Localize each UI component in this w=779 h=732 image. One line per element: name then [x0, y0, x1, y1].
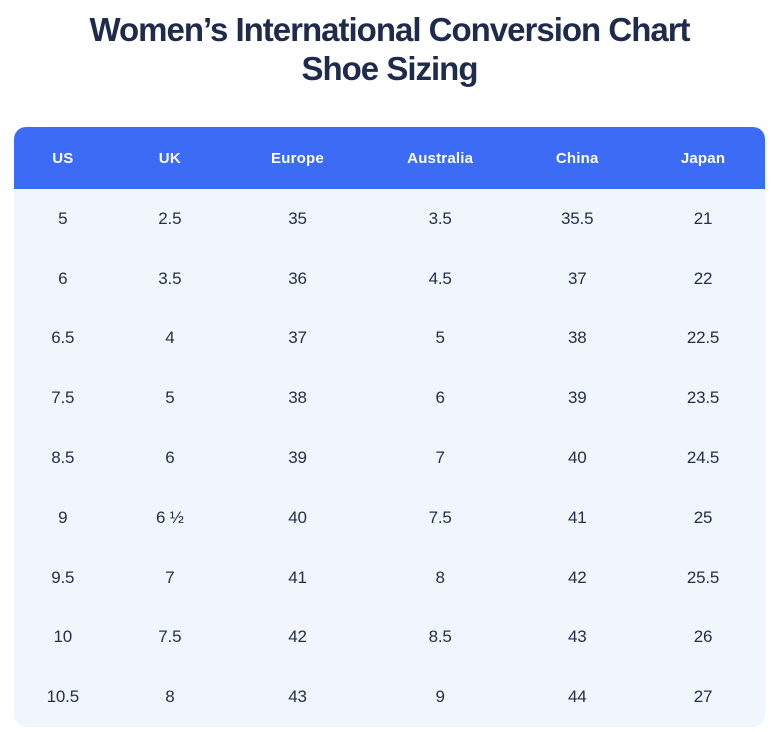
- table-cell: 44: [567, 687, 587, 707]
- table-cell: 35.5: [561, 208, 594, 228]
- table-row: 7.5 5 38 6 39 23.5: [14, 368, 765, 429]
- table-cell: 7: [435, 448, 445, 468]
- table-cell: 5: [435, 328, 445, 348]
- table-cell: 3.5: [158, 268, 182, 288]
- header-cell-us: US: [52, 149, 74, 167]
- table-cell: 41: [567, 507, 587, 527]
- table-cell: 21: [693, 208, 713, 228]
- table-cell: 22.5: [686, 328, 720, 348]
- table-cell: 23.5: [686, 388, 720, 408]
- table-cell: 7: [165, 567, 175, 587]
- table-cell: 4: [165, 328, 175, 348]
- page-title-line1: Women’s International Conversion Chart: [89, 11, 690, 48]
- table-cell: 6: [58, 268, 68, 288]
- table-cell: 4.5: [428, 268, 452, 288]
- table-cell: 8: [165, 687, 175, 707]
- table-cell: 43: [567, 627, 587, 647]
- table-row: 8.5 6 39 7 40 24.5: [14, 428, 765, 488]
- table-cell: 6 ½: [155, 507, 184, 527]
- table-cell: 38: [567, 328, 587, 348]
- header-cell-japan: Japan: [680, 149, 726, 167]
- table-cell: 25.5: [686, 567, 720, 587]
- table-cell: 39: [288, 448, 307, 468]
- table-row: 6 3.5 36 4.5 37 22: [14, 248, 765, 309]
- table-row: 6.5 4 37 5 38 22.5: [14, 308, 765, 369]
- table-header-row: US UK Europe Australia China Japan: [14, 127, 765, 189]
- page-title-line2: Shoe Sizing: [301, 50, 478, 87]
- table-body: 5 2.5 35 3.5 35.5 21 6 3.5 36 4.5 37 22 6.5 4 37 5 38 22.…: [14, 189, 765, 728]
- page-title: Women’s International Conversion Chart S…: [0, 10, 779, 88]
- table-cell: 2.5: [158, 208, 182, 228]
- table-cell: 38: [288, 388, 307, 408]
- table-row: 10.5 8 43 9 44 27: [14, 667, 765, 728]
- table-cell: 22: [693, 268, 713, 288]
- table-cell: 40: [567, 448, 587, 468]
- table-cell: 37: [288, 328, 307, 348]
- table-cell: 7.5: [428, 507, 452, 527]
- table-cell: 40: [288, 507, 307, 527]
- table-cell: 5: [165, 388, 175, 408]
- table-cell: 26: [693, 627, 713, 647]
- table-cell: 3.5: [428, 208, 452, 228]
- table-row: 9.5 7 41 8 42 25.5: [14, 547, 765, 608]
- table-cell: 9.5: [51, 567, 75, 587]
- table-cell: 10: [53, 627, 73, 647]
- table-cell: 42: [567, 567, 587, 587]
- table-cell: 25: [693, 507, 713, 527]
- table-cell: 5: [58, 208, 68, 228]
- header-cell-europe: Europe: [271, 149, 324, 167]
- table-cell: 42: [288, 627, 307, 647]
- conversion-table-container: US UK Europe Australia China Japan 5 2.5 35 3.5 3…: [14, 127, 765, 728]
- table-cell: 36: [288, 268, 307, 288]
- table-cell: 43: [288, 687, 307, 707]
- shoe-size-conversion-table: US UK Europe Australia China Japan 5 2.5 35 3.5 3…: [14, 127, 765, 728]
- table-cell: 9: [435, 687, 445, 707]
- table-cell: 24.5: [686, 448, 720, 468]
- header-cell-uk: UK: [158, 149, 181, 167]
- header-cell-australia: Australia: [407, 149, 474, 167]
- table-cell: 7.5: [51, 388, 75, 408]
- header-cell-china: China: [555, 149, 599, 167]
- table-cell: 39: [567, 388, 587, 408]
- table-cell: 8.5: [428, 627, 452, 647]
- table-cell: 6.5: [51, 328, 75, 348]
- table-cell: 37: [567, 268, 587, 288]
- table-cell: 6: [435, 388, 445, 408]
- table-row: 5 2.5 35 3.5 35.5 21: [14, 189, 765, 249]
- table-cell: 6: [165, 448, 175, 468]
- table-head: US UK Europe Australia China Japan: [14, 127, 765, 189]
- table-cell: 10.5: [46, 687, 79, 707]
- table-cell: 7.5: [158, 627, 182, 647]
- table-row: 9 6 ½ 40 7.5 41 25: [14, 487, 765, 548]
- table-cell: 9: [58, 507, 68, 527]
- table-cell: 8: [435, 567, 445, 587]
- table-cell: 41: [288, 567, 307, 587]
- table-cell: 35: [288, 208, 307, 228]
- table-row: 10 7.5 42 8.5 43 26: [14, 607, 765, 668]
- table-cell: 27: [693, 687, 713, 707]
- table-cell: 8.5: [51, 448, 75, 468]
